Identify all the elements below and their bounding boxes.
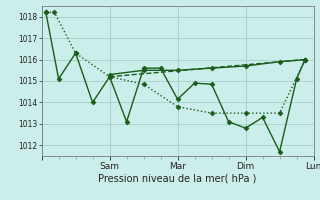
X-axis label: Pression niveau de la mer( hPa ): Pression niveau de la mer( hPa ) xyxy=(99,173,257,183)
